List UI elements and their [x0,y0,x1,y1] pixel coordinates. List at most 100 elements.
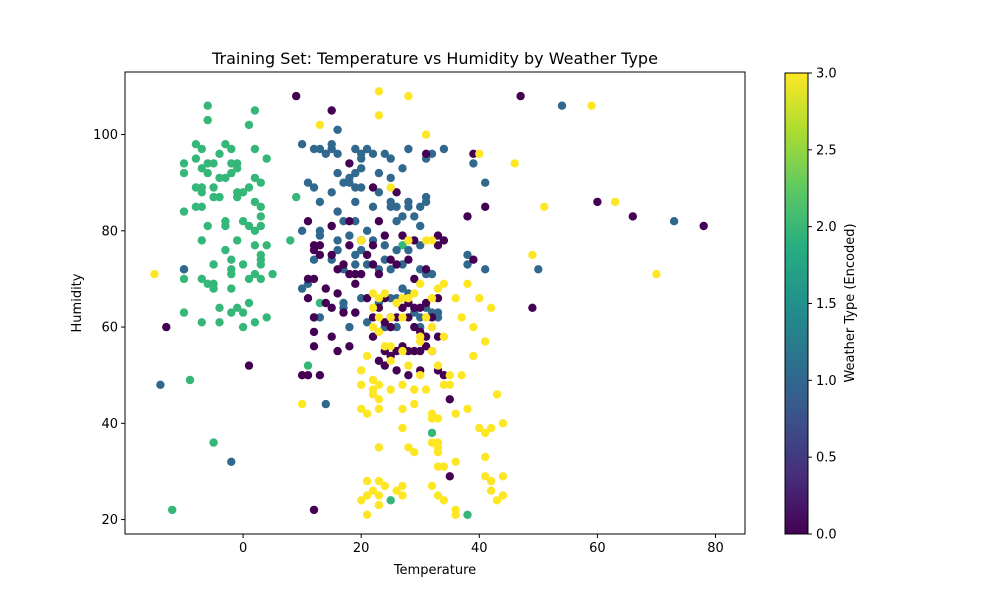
plot-frame [124,71,746,535]
data-point [433,294,443,303]
data-point [368,390,378,399]
data-point [221,221,230,231]
data-point [362,476,372,486]
data-point [374,269,384,279]
data-point [333,149,342,158]
data-point [179,274,189,284]
data-point [244,221,254,231]
data-point [374,327,384,337]
data-point [498,419,508,428]
data-point [238,188,248,197]
data-point [215,303,224,312]
data-point [357,366,366,375]
data-point [416,313,425,322]
data-point [386,356,395,365]
data-point [433,231,443,240]
data-point [380,255,389,264]
data-point [191,154,201,163]
data-point [321,399,330,409]
data-point [209,284,218,293]
data-point [203,279,212,288]
data-point [215,149,224,158]
data-point [233,303,242,312]
data-point [416,337,425,346]
data-point [362,318,372,327]
data-point [327,106,336,115]
data-point [351,250,360,260]
data-point [404,371,413,380]
data-point [439,144,449,154]
data-point [244,361,254,370]
data-point [445,472,454,481]
data-point [392,366,401,375]
data-point [540,202,549,211]
data-point [386,183,395,192]
data-point [362,510,372,519]
data-point [351,308,360,317]
data-point [197,188,206,197]
data-point [416,265,425,274]
data-point [421,342,431,351]
data-point [362,260,372,269]
data-point [433,491,443,500]
colorbar-axis: 0.0 0.5 1.0 1.5 2.0 2.5 3.0 [808,67,837,543]
data-point [333,207,342,216]
y-tick-label: 40 [101,417,118,432]
data-point [392,217,401,226]
data-point [203,159,212,168]
data-point [410,399,419,409]
data-point [368,289,378,298]
data-point [451,294,460,303]
data-point [315,250,325,260]
data-point [421,298,431,308]
data-point [386,265,395,274]
data-point [179,159,189,168]
data-point [357,164,366,173]
data-point [327,140,336,149]
data-point [315,313,325,322]
data-point [351,269,360,279]
data-point [321,284,330,293]
data-point [362,250,372,260]
data-point [345,241,354,250]
data-point [327,332,336,341]
data-point [368,202,378,211]
data-point [392,245,401,255]
data-point [256,212,265,221]
data-point [297,284,307,293]
y-tick-label: 20 [101,513,118,528]
data-point [238,322,248,332]
data-point [410,303,419,312]
colorbar-tick-label: 3.0 [816,67,837,82]
data-point [463,404,472,414]
data-point [309,342,319,351]
data-point [368,375,378,385]
data-point [398,481,407,491]
data-point [486,476,496,486]
data-point [486,303,496,312]
data-point [362,351,372,361]
data-point [368,303,378,312]
data-point [368,313,378,322]
data-point [309,255,319,264]
data-point [215,173,224,183]
colorbar-tick-label: 2.5 [816,143,837,158]
data-point [463,212,472,221]
data-point [421,265,431,274]
data-point [333,245,342,255]
data-point [410,289,419,298]
data-point [481,452,490,462]
data-point [357,183,366,192]
data-point [374,404,384,414]
data-point [380,149,389,158]
data-point [427,438,437,447]
y-axis-label: Humidity [70,273,85,332]
data-point [392,486,401,495]
data-point [433,448,443,457]
data-point [339,308,348,317]
data-point [421,332,431,341]
data-point [427,322,437,332]
data-point [398,260,407,269]
data-point [410,274,419,284]
